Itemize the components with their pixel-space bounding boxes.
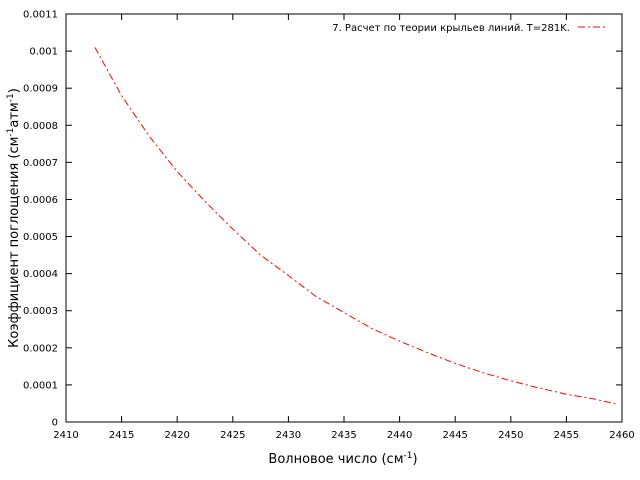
y-tick-label: 0.0005 (23, 232, 58, 243)
x-tick-label: 2420 (164, 430, 189, 441)
series-line (94, 47, 616, 405)
y-tick-label: 0.0001 (23, 380, 58, 391)
x-tick-label: 2440 (387, 430, 412, 441)
y-tick-label: 0.0006 (23, 195, 58, 206)
x-tick-label: 2460 (609, 430, 634, 441)
x-axis-label: Волновое число (см-1) (268, 451, 417, 467)
x-tick-label: 2410 (53, 430, 78, 441)
legend: 7. Расчет по теории крыльев линий. T=281… (332, 23, 608, 34)
x-axis-label-sup: -1 (404, 451, 413, 461)
y-tick-label: 0.0007 (23, 158, 58, 169)
y-tick-label: 0.0004 (23, 269, 58, 280)
x-tick-label: 2450 (498, 430, 523, 441)
x-tick-label: 2425 (220, 430, 245, 441)
x-tick-label: 2430 (276, 430, 301, 441)
y-axis-ticks: 0 0.0001 0.0002 0.0003 0.0004 0.0005 0.0006 0.0… (23, 10, 622, 429)
y-tick-label: 0.0009 (23, 84, 58, 95)
y-tick-label: 0.0003 (23, 306, 58, 317)
legend-label: 7. Расчет по теории крыльев линий. T=281… (332, 23, 570, 34)
y-tick-label: 0.0002 (23, 343, 58, 354)
x-tick-label: 2455 (554, 430, 579, 441)
x-axis-ticks: 2410 2415 2420 2425 2430 2435 2440 2445 2450 2455… (53, 14, 635, 441)
x-tick-label: 2415 (109, 430, 134, 441)
series-layer (94, 47, 616, 405)
y-axis-label: Коэффициент поглощения (см-1атм-1) (6, 88, 22, 348)
y-tick-label: 0.0011 (23, 10, 58, 21)
y-tick-label: 0.001 (29, 47, 58, 58)
x-tick-label: 2435 (331, 430, 356, 441)
plot-frame (65, 13, 623, 423)
y-tick-label: 0.0008 (23, 121, 58, 132)
y-tick-label: 0 (52, 418, 58, 429)
x-tick-label: 2445 (442, 430, 467, 441)
